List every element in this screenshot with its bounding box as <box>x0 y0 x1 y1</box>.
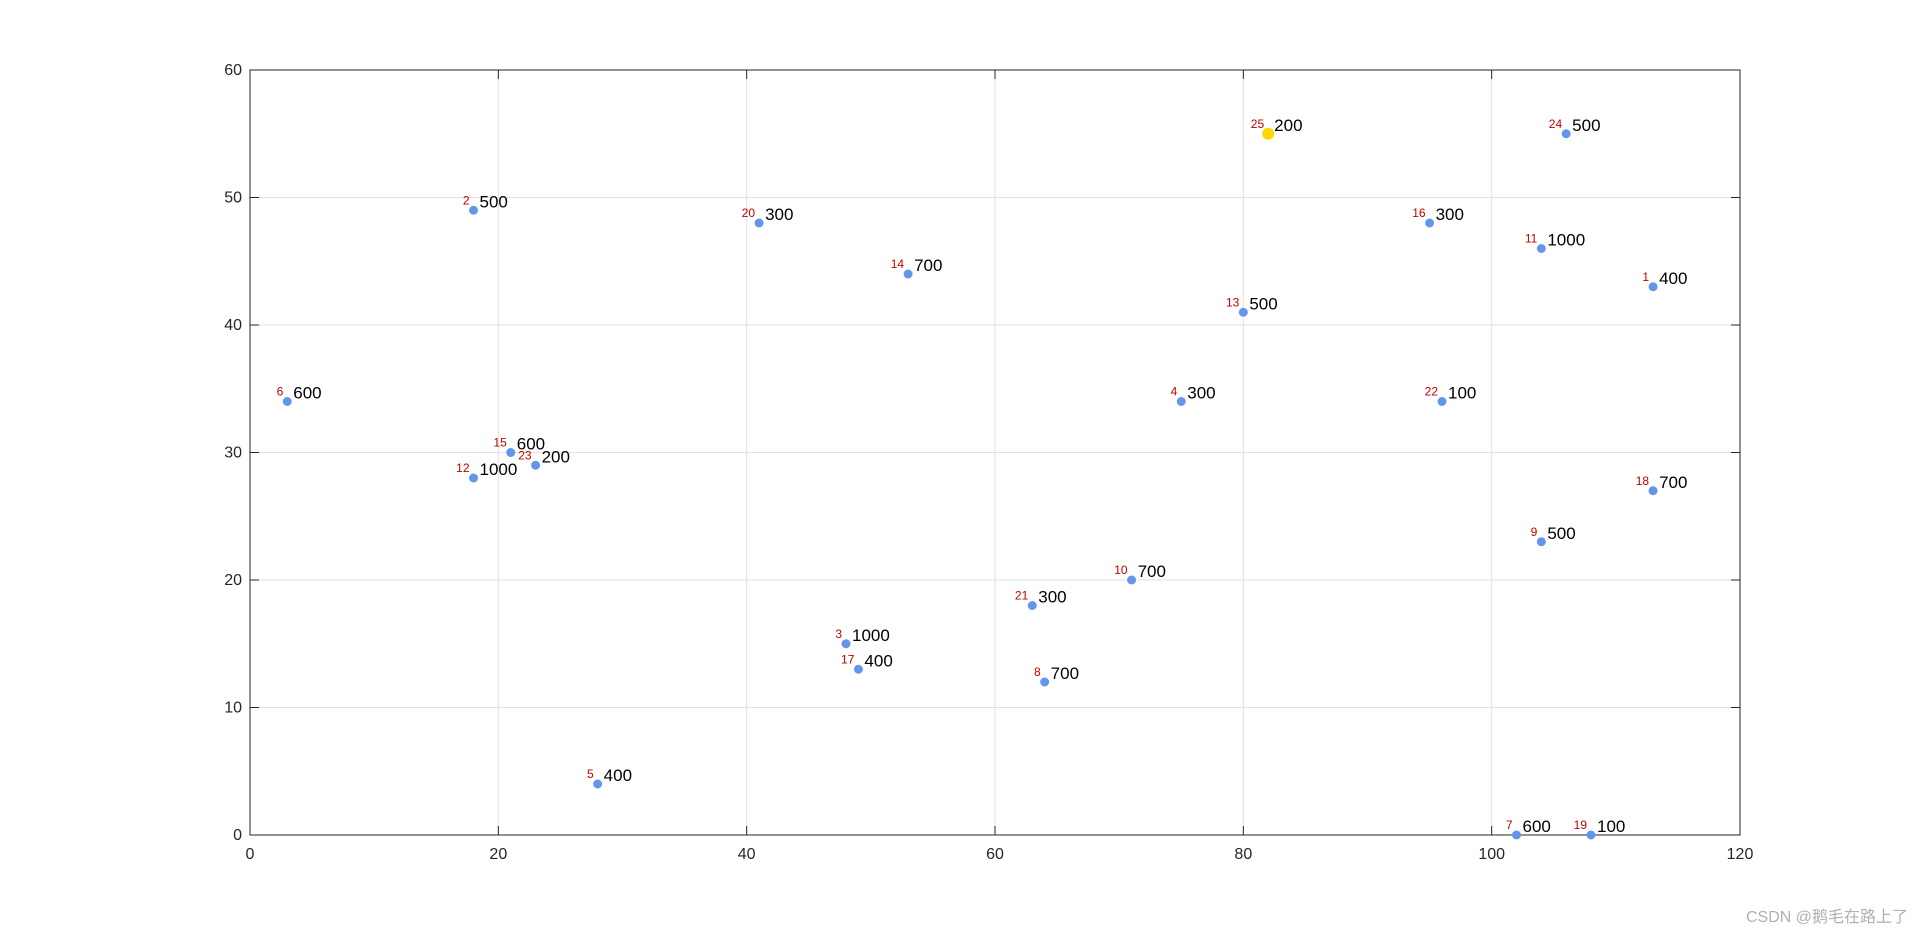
data-point <box>754 218 764 228</box>
data-point <box>282 397 292 406</box>
data-point <box>469 473 478 483</box>
point-value-label: 700 <box>914 256 942 275</box>
point-id-label: 3 <box>835 627 842 641</box>
y-tick-label: 50 <box>224 190 242 207</box>
x-tick-label: 60 <box>986 846 1004 863</box>
data-point <box>1512 830 1521 840</box>
data-point <box>1561 129 1571 139</box>
point-value-label: 1000 <box>480 460 518 479</box>
point-id-label: 12 <box>456 461 470 475</box>
point-value-label: 1000 <box>1547 231 1585 250</box>
point-id-label: 1 <box>1642 270 1649 284</box>
point-id-label: 11 <box>1525 232 1538 246</box>
point-value-label: 500 <box>1572 116 1600 135</box>
data-point <box>1648 282 1658 292</box>
point-id-label: 22 <box>1425 385 1439 399</box>
point-id-label: 7 <box>1506 818 1513 832</box>
point-value-label: 300 <box>1038 588 1066 607</box>
point-id-label: 14 <box>891 257 905 271</box>
point-value-label: 100 <box>1448 384 1476 403</box>
point-id-label: 6 <box>277 385 284 399</box>
point-value-label: 100 <box>1597 817 1625 836</box>
point-id-label: 2 <box>463 193 470 207</box>
y-tick-label: 30 <box>224 445 242 462</box>
x-tick-label: 40 <box>738 846 756 863</box>
point-id-label: 23 <box>518 448 532 462</box>
data-point <box>1648 486 1658 496</box>
point-value-label: 200 <box>1274 116 1302 135</box>
point-id-label: 18 <box>1636 474 1650 488</box>
point-id-label: 20 <box>742 206 756 220</box>
data-point <box>853 664 863 674</box>
point-value-label: 600 <box>517 435 545 454</box>
x-tick-label: 100 <box>1478 846 1505 863</box>
point-value-label: 500 <box>1547 524 1575 543</box>
y-tick-label: 60 <box>224 62 242 79</box>
point-value-label: 300 <box>1187 384 1215 403</box>
data-point <box>1176 397 1186 406</box>
point-value-label: 700 <box>1051 664 1079 683</box>
point-value-label: 300 <box>765 205 793 224</box>
point-id-label: 8 <box>1034 665 1041 679</box>
y-tick-label: 40 <box>224 317 242 334</box>
point-id-label: 19 <box>1574 818 1588 832</box>
point-id-label: 24 <box>1549 117 1563 131</box>
data-point <box>841 639 851 649</box>
point-value-label: 200 <box>542 447 570 466</box>
data-point <box>1027 601 1037 610</box>
point-value-label: 300 <box>1436 205 1464 224</box>
data-point <box>1437 397 1447 406</box>
data-point <box>1425 218 1435 228</box>
x-tick-label: 120 <box>1727 846 1754 863</box>
point-id-label: 10 <box>1114 563 1128 577</box>
point-id-label: 17 <box>841 652 855 666</box>
point-id-label: 21 <box>1015 589 1029 603</box>
point-value-label: 400 <box>864 651 892 670</box>
data-point <box>1040 677 1050 687</box>
point-id-label: 9 <box>1531 525 1538 539</box>
highlight-point <box>1262 127 1275 140</box>
x-tick-label: 20 <box>489 846 507 863</box>
point-id-label: 25 <box>1251 117 1265 131</box>
point-id-label: 5 <box>587 767 594 781</box>
y-tick-label: 0 <box>233 827 242 844</box>
data-point <box>506 448 516 457</box>
point-value-label: 700 <box>1138 562 1166 581</box>
y-tick-label: 10 <box>224 700 242 717</box>
point-value-label: 500 <box>1249 294 1277 313</box>
point-id-label: 16 <box>1412 206 1426 220</box>
point-id-label: 15 <box>493 436 507 450</box>
data-point <box>1586 830 1596 840</box>
data-point <box>469 205 478 215</box>
point-value-label: 600 <box>293 384 321 403</box>
point-value-label: 400 <box>604 766 632 785</box>
point-id-label: 13 <box>1226 295 1240 309</box>
data-point <box>593 779 603 789</box>
point-value-label: 1000 <box>852 626 890 645</box>
data-point <box>1536 244 1546 253</box>
x-tick-label: 0 <box>246 846 255 863</box>
data-point <box>1127 575 1137 585</box>
data-point <box>1238 307 1248 317</box>
data-point <box>531 460 541 470</box>
data-point <box>903 269 913 279</box>
point-value-label: 600 <box>1523 817 1551 836</box>
point-value-label: 400 <box>1659 269 1687 288</box>
watermark: CSDN @鹅毛在路上了 <box>1745 909 1908 926</box>
point-id-label: 4 <box>1171 385 1178 399</box>
point-value-label: 700 <box>1659 473 1687 492</box>
point-value-label: 500 <box>480 192 508 211</box>
y-tick-label: 20 <box>224 572 242 589</box>
data-point <box>1536 537 1546 547</box>
x-tick-label: 80 <box>1234 846 1252 863</box>
